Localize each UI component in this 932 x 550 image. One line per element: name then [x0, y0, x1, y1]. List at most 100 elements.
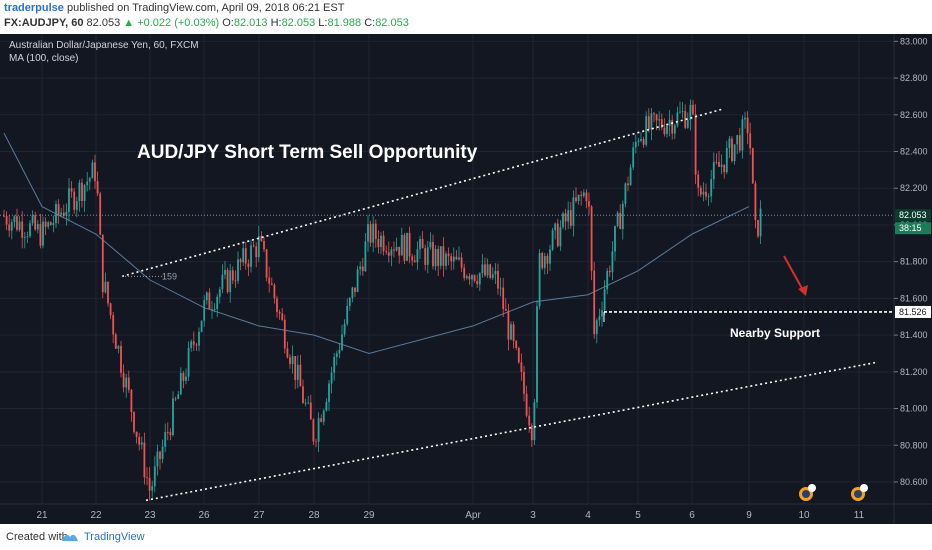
- candle-body: [73, 191, 76, 210]
- candle-body: [187, 347, 190, 377]
- tradingview-logo-icon: [62, 534, 78, 541]
- y-tick-label: 82.200: [900, 183, 928, 193]
- candle-body: [99, 193, 102, 235]
- candle-body: [361, 266, 364, 272]
- candle-body: [595, 320, 598, 335]
- candle-body: [442, 246, 445, 266]
- candle-body: [419, 238, 421, 250]
- candle-body: [346, 305, 349, 324]
- candle-body: [55, 204, 57, 224]
- candle-body: [166, 432, 169, 433]
- candle-body: [68, 188, 70, 212]
- y-tick-label: 82.600: [900, 110, 928, 120]
- candle-body: [517, 347, 520, 363]
- candle-body: [510, 324, 512, 340]
- candle-body: [114, 334, 117, 349]
- candle-body: [406, 232, 408, 261]
- candle-body: [499, 287, 502, 289]
- candle-body: [471, 275, 473, 280]
- x-tick-label: 11: [854, 510, 865, 521]
- support-price-tag-bg: [895, 305, 931, 318]
- y-tick-label: 81.600: [900, 293, 928, 303]
- candle-body: [18, 221, 21, 230]
- candle-body: [390, 249, 393, 256]
- tradingview-brand[interactable]: TradingView: [84, 531, 145, 543]
- candle-body: [57, 204, 60, 215]
- candle-body: [127, 377, 130, 390]
- ma-line: [3, 132, 750, 354]
- candle-body: [169, 432, 172, 435]
- candle-body: [660, 119, 663, 128]
- candle-body: [759, 208, 762, 237]
- candle-body: [582, 192, 585, 197]
- candle-body: [621, 203, 624, 230]
- candle-body: [455, 256, 458, 260]
- candle-body: [484, 264, 486, 276]
- author-link[interactable]: traderpulse: [4, 2, 64, 14]
- x-tick-label: Apr: [465, 510, 481, 521]
- candle-body: [208, 292, 211, 310]
- price-chart[interactable]: 159 83.00082.80082.60082.40082.20082.000…: [0, 34, 932, 524]
- candle-body: [143, 442, 146, 478]
- candle-body: [549, 249, 551, 264]
- candle-body: [78, 182, 81, 202]
- candle-body: [616, 212, 619, 227]
- price-axis-bg[interactable]: [894, 34, 932, 524]
- candle-body: [372, 223, 375, 243]
- candle-body: [231, 270, 234, 281]
- support-trendline[interactable]: [145, 361, 876, 502]
- resistance-trendline[interactable]: [121, 108, 723, 278]
- y-tick-label: 81.400: [900, 330, 928, 340]
- candle-body: [309, 402, 312, 420]
- candle-body: [429, 242, 432, 248]
- candle-body: [741, 119, 744, 151]
- candle-body: [736, 135, 739, 145]
- candle-body: [395, 246, 398, 251]
- candle-body: [588, 201, 590, 207]
- candle-body: [255, 246, 258, 258]
- candle-body: [291, 356, 294, 365]
- candle-body: [606, 270, 609, 290]
- moving-average: [3, 132, 750, 354]
- created-with-text: Created with: [6, 531, 68, 543]
- candle-body: [702, 191, 705, 195]
- published-text: published on TradingView.com, April 09, …: [66, 2, 345, 14]
- candle-body: [148, 477, 151, 491]
- candle-body: [445, 253, 447, 266]
- last-price-tag-bg: [895, 209, 931, 222]
- candle-body: [281, 313, 284, 320]
- countdown-tag: 38:15: [899, 223, 922, 233]
- candle-body: [239, 259, 242, 263]
- candle-body: [619, 212, 622, 230]
- candle-body: [627, 183, 629, 186]
- event-flag-icon-badge: [860, 484, 868, 492]
- candle-body: [426, 247, 429, 265]
- candle-body: [216, 296, 219, 310]
- candle-body: [302, 386, 304, 404]
- candle-body: [156, 451, 159, 467]
- candle-body: [559, 227, 562, 247]
- candle-body: [668, 119, 671, 126]
- price-change: ▲ +0.022 (+0.03%): [123, 17, 220, 29]
- candle-body: [198, 331, 200, 346]
- candle-body: [23, 236, 26, 238]
- candle-body: [744, 117, 746, 120]
- low-value: 81.988: [327, 17, 362, 29]
- candle-body: [117, 346, 120, 349]
- y-tick-label: 81.200: [900, 367, 928, 377]
- candle-body: [567, 210, 570, 222]
- candle-body: [312, 419, 315, 442]
- candle-body: [234, 280, 237, 282]
- candle-body: [174, 398, 177, 400]
- indicator-legend[interactable]: MA (100, close): [9, 53, 79, 64]
- candle-body: [533, 402, 536, 441]
- candle-body: [658, 119, 661, 121]
- chart-area[interactable]: 159 83.00082.80082.60082.40082.20082.000…: [0, 34, 932, 524]
- candle-body: [367, 224, 369, 242]
- x-tick-label: 21: [36, 510, 48, 521]
- candle-body: [36, 224, 39, 230]
- candle-body: [190, 341, 193, 348]
- candle-body: [712, 161, 715, 180]
- candle-body: [733, 144, 736, 162]
- candle-body: [460, 257, 463, 268]
